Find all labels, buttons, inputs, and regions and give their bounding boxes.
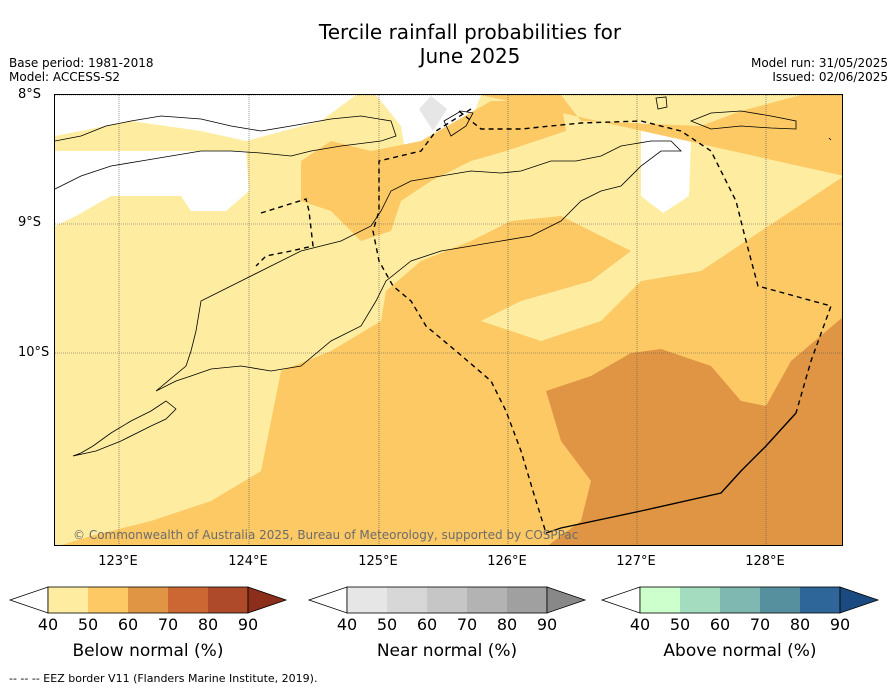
colorbar-tick-label: 80 (198, 615, 218, 634)
colorbar-segment (48, 587, 88, 613)
region-white-west (55, 151, 249, 226)
colorbar-segment (720, 587, 760, 613)
colorbar-tick-label: 50 (377, 615, 397, 634)
graticule (55, 95, 842, 545)
map-title: Tercile rainfall probabilities for June … (0, 20, 896, 68)
lat-label-8s: 8°S (18, 87, 42, 102)
colorbar-extend-high (247, 586, 288, 614)
region-below-50-60-north (301, 101, 566, 241)
colorbar-tick-label: 60 (710, 615, 730, 634)
meta-right: Model run: 31/05/2025 Issued: 02/06/2025 (751, 56, 888, 84)
colorbar-segment (507, 587, 547, 613)
region-below-60-70 (546, 317, 842, 545)
colorbar-tick-label: 80 (497, 615, 517, 634)
copyright-text: © Commonwealth of Australia 2025, Bureau… (73, 528, 578, 542)
coastline (55, 96, 832, 457)
colorbar-segment (88, 587, 128, 613)
colorbar-tick-label: 70 (158, 615, 178, 634)
colorbar-tick-label: 60 (118, 615, 138, 634)
region-white-north (376, 95, 481, 156)
title-line-2: June 2025 (419, 44, 521, 68)
colorbar-near-normal: 40 50 60 70 80 90 Near normal (%) (307, 586, 587, 661)
eez-border (255, 108, 832, 534)
colorbar-above-normal: 40 50 60 70 80 90 Above normal (%) (600, 586, 880, 661)
lon-label-127e: 127°E (616, 554, 656, 569)
colorbar-label: Below normal (%) (73, 641, 224, 661)
lon-label-123e: 123°E (98, 554, 138, 569)
colorbar-tick-label: 90 (537, 615, 557, 634)
colorbar-tick-label: 60 (417, 615, 437, 634)
colorbar-tick-label: 80 (790, 615, 810, 634)
region-white-nw (55, 95, 356, 141)
colorbars: 40 50 60 70 80 90 Below normal (%) 40 50 60 70 80 9… (8, 586, 880, 661)
colorbar-segment (347, 587, 387, 613)
colorbar-label: Near normal (%) (377, 641, 517, 661)
colorbar-extend-low (307, 586, 348, 614)
base-period: Base period: 1981-2018 (9, 56, 154, 70)
title-line-1: Tercile rainfall probabilities for (318, 20, 622, 44)
eez-solid-border (545, 412, 797, 534)
meta-left: Base period: 1981-2018 Model: ACCESS-S2 (9, 56, 154, 84)
colorbar-segment (387, 587, 427, 613)
lon-label-126e: 126°E (487, 554, 527, 569)
colorbar-segment (128, 587, 168, 613)
colorbar-segment (800, 587, 840, 613)
colorbar-tick-label: 40 (630, 615, 650, 634)
colorbar-extend-high (546, 586, 587, 614)
model-run: Model run: 31/05/2025 (750, 56, 888, 70)
colorbar-segment (467, 587, 507, 613)
colorbar-segment (427, 587, 467, 613)
lon-label-124e: 124°E (228, 554, 268, 569)
colorbar-below-normal: 40 50 60 70 80 90 Below normal (%) (8, 586, 288, 661)
colorbar-tick-label: 40 (337, 615, 357, 634)
lat-label-9s: 9°S (18, 215, 42, 230)
map-panel: © Commonwealth of Australia 2025, Bureau… (54, 94, 843, 546)
map-svg: © Commonwealth of Australia 2025, Bureau… (55, 95, 842, 545)
colorbar-tick-label: 70 (457, 615, 477, 634)
lon-label-125e: 125°E (358, 554, 398, 569)
colorbar-label: Above normal (%) (663, 641, 816, 661)
colorbar-tick-label: 90 (238, 615, 258, 634)
model-name: Model: ACCESS-S2 (9, 70, 121, 84)
colorbar-extend-low (600, 586, 641, 614)
colorbar-segment (640, 587, 680, 613)
colorbar-segment (680, 587, 720, 613)
colorbar-tick-label: 50 (670, 615, 690, 634)
colorbar-tick-label: 70 (750, 615, 770, 634)
lon-label-128e: 128°E (745, 554, 785, 569)
colorbar-segment (168, 587, 208, 613)
colorbar-segment (208, 587, 248, 613)
region-white-east (641, 121, 691, 213)
colorbar-extend-high (839, 586, 880, 614)
colorbar-tick-label: 40 (38, 615, 58, 634)
colorbar-segment (760, 587, 800, 613)
colorbar-extend-low (8, 586, 49, 614)
lat-label-10s: 10°S (18, 345, 50, 360)
colorbar-tick-label: 90 (830, 615, 850, 634)
region-near-normal (419, 96, 447, 131)
issued-date: Issued: 02/06/2025 (772, 70, 888, 84)
eez-legend-text: -- -- -- EEZ border V11 (Flanders Marine… (9, 672, 318, 685)
colorbar-tick-label: 50 (78, 615, 98, 634)
